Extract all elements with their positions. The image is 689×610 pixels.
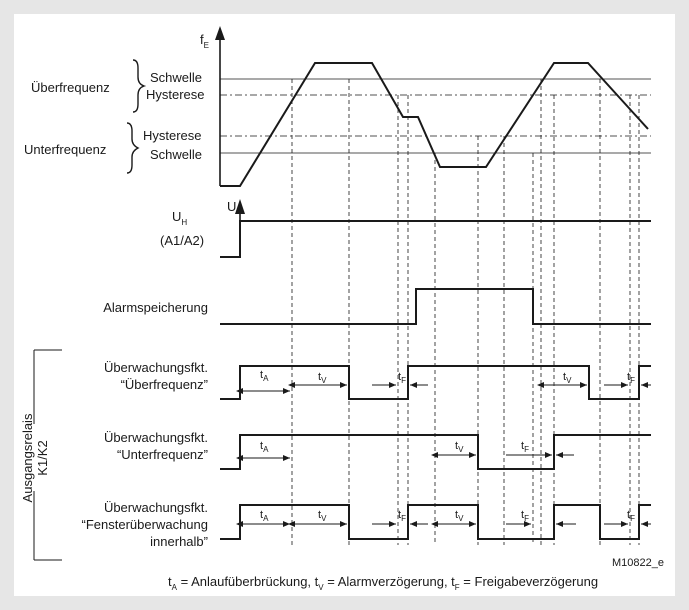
tF-label: tF <box>398 371 406 385</box>
tA-label: tA <box>260 509 269 523</box>
supply-terminal-label: (A1/A2) <box>160 233 204 248</box>
tA-label: tA <box>260 369 269 383</box>
voltage-axis-label: U <box>227 199 236 214</box>
tF-label: tF <box>627 509 635 523</box>
lower-hysteresis-label: Hysterese <box>143 128 202 143</box>
freq-axis-arrow <box>215 26 225 40</box>
relay-group-label: Ausgangsrelais <box>20 413 35 502</box>
upper-threshold-label: Schwelle <box>150 70 202 85</box>
event-marker-lines <box>291 79 640 545</box>
underfrequency-function-label: Überwachungsfkt. <box>104 430 208 445</box>
window-function-label: Überwachungsfkt. <box>104 500 208 515</box>
overfrequency-function-label: Überwachungsfkt. <box>104 360 208 375</box>
delay-arrows <box>236 382 651 527</box>
underfrequency-brace <box>126 122 140 174</box>
overfrequency-relay-signal <box>220 365 651 400</box>
upper-hysteresis-label: Hysterese <box>146 87 205 102</box>
voltage-axis-arrow <box>235 199 245 214</box>
supply-signal <box>220 220 651 258</box>
tV-label: tV <box>563 371 572 385</box>
tV-label: tV <box>318 509 327 523</box>
tV-label: tV <box>455 440 464 454</box>
window-function-name: “Fensterüberwachung <box>82 517 208 532</box>
supply-label: UH <box>172 209 187 227</box>
tV-label: tV <box>318 371 327 385</box>
tF-label: tF <box>627 371 635 385</box>
window-relay-signal <box>220 504 651 540</box>
underfrequency-relay-signal <box>220 434 651 470</box>
overfrequency-function-name: “Überfrequenz” <box>121 377 208 392</box>
tF-label: tF <box>521 440 529 454</box>
alarm-memory-label: Alarmspeicherung <box>103 300 208 315</box>
tV-label: tV <box>455 509 464 523</box>
window-function-name-2: innerhalb” <box>150 534 208 549</box>
tA-label: tA <box>260 440 269 454</box>
figure-id: M10822_e <box>612 557 664 569</box>
legend-text: tA = Anlaufüberbrückung, tV = Alarmverzö… <box>168 574 598 592</box>
figure-panel <box>14 14 675 596</box>
overfrequency-label: Überfrequenz <box>31 80 110 95</box>
overfrequency-brace <box>132 59 147 113</box>
freq-axis-label: fE <box>200 32 209 50</box>
tF-label: tF <box>521 509 529 523</box>
lower-threshold-label: Schwelle <box>150 147 202 162</box>
alarm-memory-signal <box>220 288 651 325</box>
tF-label: tF <box>398 509 406 523</box>
frequency-curve <box>220 62 649 187</box>
underfrequency-function-name: “Unterfrequenz” <box>117 447 208 462</box>
relay-group-sublabel: K1/K2 <box>35 440 50 475</box>
underfrequency-label: Unterfrequenz <box>24 142 106 157</box>
